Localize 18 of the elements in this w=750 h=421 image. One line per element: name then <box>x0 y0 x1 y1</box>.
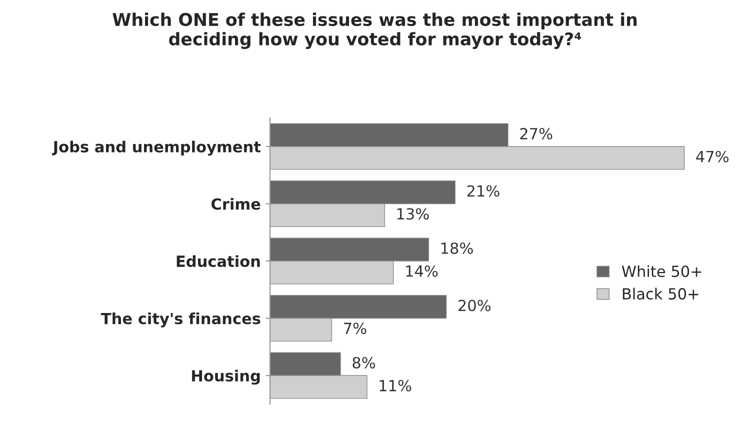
legend-label: White 50+ <box>622 265 702 278</box>
data-label: 27% <box>520 128 552 140</box>
y-tick-label: Crime <box>211 198 260 210</box>
data-label: 13% <box>397 208 429 220</box>
y-tick-label: Education <box>176 255 260 268</box>
data-label: 47% <box>696 150 729 162</box>
data-label: 20% <box>458 300 491 312</box>
data-label: 8% <box>352 356 376 369</box>
data-label: 7% <box>344 322 366 334</box>
y-tick-label: Housing <box>192 370 260 385</box>
data-label: 21% <box>467 185 500 197</box>
data-label: 11% <box>380 380 412 392</box>
legend-label: Black 50+ <box>622 288 698 300</box>
data-label: 18% <box>441 242 473 254</box>
data-label: 14% <box>406 265 438 277</box>
chart-title: Which ONE of these issues was the most important in deciding how you voted for mayor today?⁴ <box>112 12 637 50</box>
y-tick-label: The city's finances <box>100 312 260 328</box>
y-tick-label: Jobs and unemployment <box>52 140 261 156</box>
